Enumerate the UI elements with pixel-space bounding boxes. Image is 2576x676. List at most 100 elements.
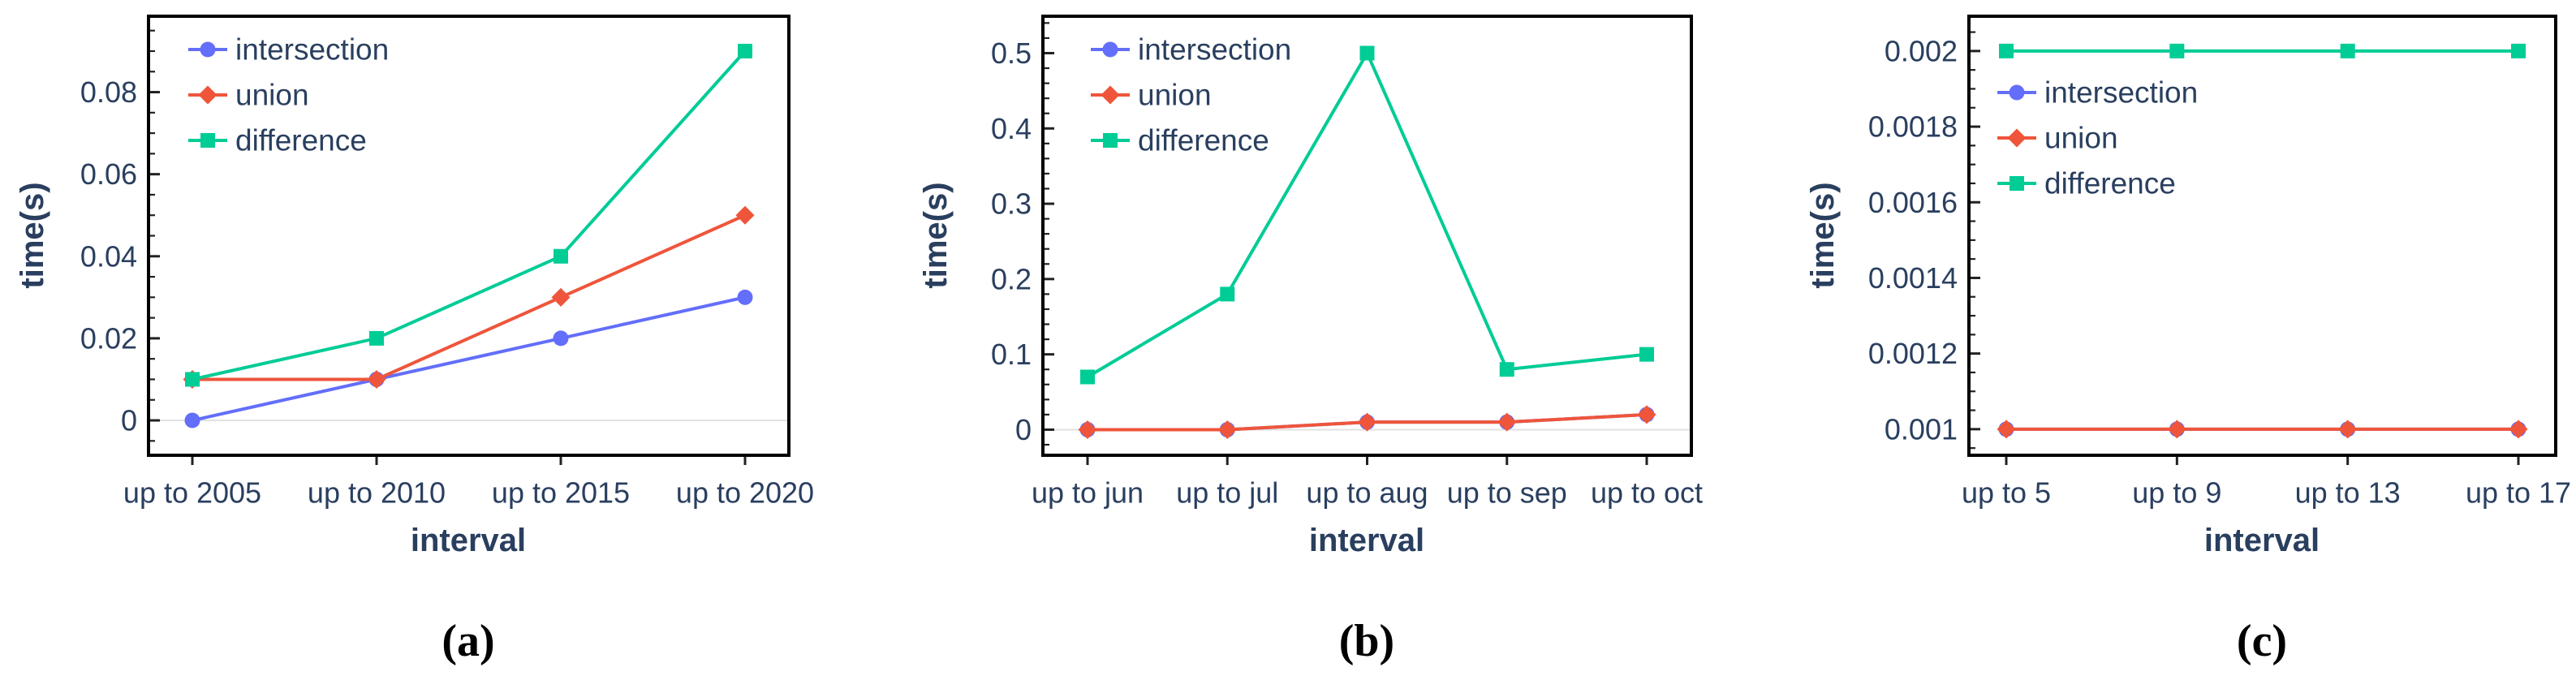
legend-label: union <box>1138 79 1212 112</box>
legend-label: intersection <box>235 33 389 67</box>
legend-item-difference: difference <box>188 124 367 157</box>
y-tick-label: 0.0014 <box>1868 261 1958 295</box>
y-tick-label: 0.4 <box>991 112 1032 145</box>
square-legend-icon <box>200 133 215 148</box>
y-tick-label: 0.0018 <box>1868 110 1958 144</box>
circle-legend-icon <box>200 41 216 58</box>
square-legend-icon <box>2010 176 2024 191</box>
x-tick-label: up to sep <box>1447 476 1567 510</box>
x-tick-label: up to 2010 <box>308 476 446 510</box>
diamond-legend-icon <box>198 85 218 105</box>
legend-label: difference <box>2044 167 2176 200</box>
y-tick-label: 0 <box>121 404 137 437</box>
data-point-union <box>1637 405 1656 424</box>
data-point-union <box>2167 420 2186 439</box>
x-tick-label: up to 9 <box>2132 476 2221 510</box>
legend-item-union: union <box>1997 122 2118 155</box>
legend-item-intersection: intersection <box>188 33 389 67</box>
y-tick-label: 0.06 <box>80 157 137 191</box>
legend-item-union: union <box>1091 79 1212 112</box>
legend-item-intersection: intersection <box>1997 76 2198 110</box>
x-axis-title: interval <box>2204 523 2320 558</box>
x-tick-label: up to aug <box>1306 476 1428 510</box>
x-tick-label: up to jul <box>1176 476 1278 510</box>
series-line-difference <box>192 50 747 381</box>
data-point-difference <box>2169 43 2185 58</box>
series-union <box>1078 405 1656 439</box>
y-tick-label: 0.08 <box>80 75 137 109</box>
data-point-union <box>735 205 755 225</box>
chart-c: 0.001 0.0012 0.0014 0.0016 0.0018 0.002 up to … <box>1805 15 2571 666</box>
data-point-difference <box>1499 362 1514 377</box>
data-point-difference <box>738 43 752 58</box>
data-point-difference <box>2340 43 2355 58</box>
circle-legend-icon <box>2009 84 2025 101</box>
y-axis-title: time(s) <box>1805 182 1841 288</box>
data-point-intersection <box>553 330 569 347</box>
legend-item-difference: difference <box>1997 167 2176 200</box>
panel-caption: (c) <box>2237 616 2287 666</box>
y-tick-label: 0.04 <box>80 239 137 273</box>
data-point-difference <box>1999 43 2014 58</box>
data-point-difference <box>185 372 200 387</box>
legend-item-intersection: intersection <box>1091 33 1291 67</box>
x-tick-label: up to 13 <box>2295 476 2401 510</box>
legend: intersection union difference <box>188 33 389 157</box>
legend-label: difference <box>1138 124 1269 157</box>
x-tick-label: up to 2020 <box>676 476 814 510</box>
panel-caption: (b) <box>1339 616 1394 666</box>
y-tick-label: 0.02 <box>80 321 137 355</box>
legend-label: intersection <box>2044 76 2198 110</box>
y-axis-title: time(s) <box>15 182 50 288</box>
data-point-difference <box>2511 43 2526 58</box>
x-tick-label: up to jun <box>1032 476 1144 510</box>
series-line-union <box>192 213 746 381</box>
data-point-difference <box>1359 45 1375 61</box>
data-point-union <box>367 369 386 389</box>
data-point-difference <box>554 248 568 264</box>
diamond-legend-icon <box>2007 128 2027 148</box>
data-point-intersection <box>737 289 753 305</box>
diamond-legend-icon <box>1101 85 1120 105</box>
y-tick-label: 0.002 <box>1885 34 1958 67</box>
data-point-difference <box>1220 286 1235 302</box>
y-tick-label: 0.001 <box>1885 412 1958 446</box>
y-axis-ticks: 0.001 0.0012 0.0014 0.0016 0.0018 0.002 <box>1868 34 1980 446</box>
data-point-union <box>1358 412 1376 432</box>
square-legend-icon <box>1103 133 1118 148</box>
y-axis-ticks: 0 0.02 0.04 0.06 0.08 <box>80 75 160 437</box>
plot-frame <box>1041 15 1693 457</box>
legend-item-union: union <box>188 79 309 112</box>
y-axis-ticks: 0 0.1 0.2 0.3 0.4 0.5 <box>991 37 1054 446</box>
chart-b-plot-area: 00.10.20.30.40.5 up to jun up to jul up to … <box>991 15 1703 510</box>
x-axis-ticks: up to jun up to jul up to aug up to sep up t… <box>1032 455 1703 510</box>
x-tick-label: up to 2015 <box>492 476 630 510</box>
data-point-union <box>551 287 571 307</box>
x-axis-ticks: up to 2005 up to 2010 up to 2015 up to 2020 <box>123 455 814 510</box>
y-tick-label: 0.0012 <box>1868 337 1958 370</box>
series-line-intersection <box>192 295 746 422</box>
legend: intersection union difference <box>1997 76 2198 200</box>
data-point-intersection <box>184 412 200 428</box>
data-point-union <box>1078 420 1097 439</box>
circle-legend-icon <box>1102 41 1118 58</box>
legend-label: union <box>235 79 309 112</box>
series-difference <box>1999 43 2526 58</box>
x-tick-label: up to 17 <box>2466 476 2571 510</box>
x-axis-title: interval <box>1309 523 1424 558</box>
y-tick-label: 0.1 <box>991 338 1032 371</box>
legend-item-difference: difference <box>1091 124 1269 157</box>
data-point-union <box>1497 412 1517 432</box>
panel-caption: (a) <box>442 616 494 666</box>
legend-label: difference <box>235 124 367 157</box>
data-point-difference <box>1080 369 1095 385</box>
data-point-difference <box>369 330 384 346</box>
series-intersection <box>184 289 753 428</box>
x-tick-label: up to 5 <box>1962 476 2051 510</box>
legend: intersection union difference <box>1091 33 1291 157</box>
x-tick-label: up to 2005 <box>123 476 261 510</box>
data-point-union <box>1997 420 2016 439</box>
legend-label: intersection <box>1138 33 1291 67</box>
